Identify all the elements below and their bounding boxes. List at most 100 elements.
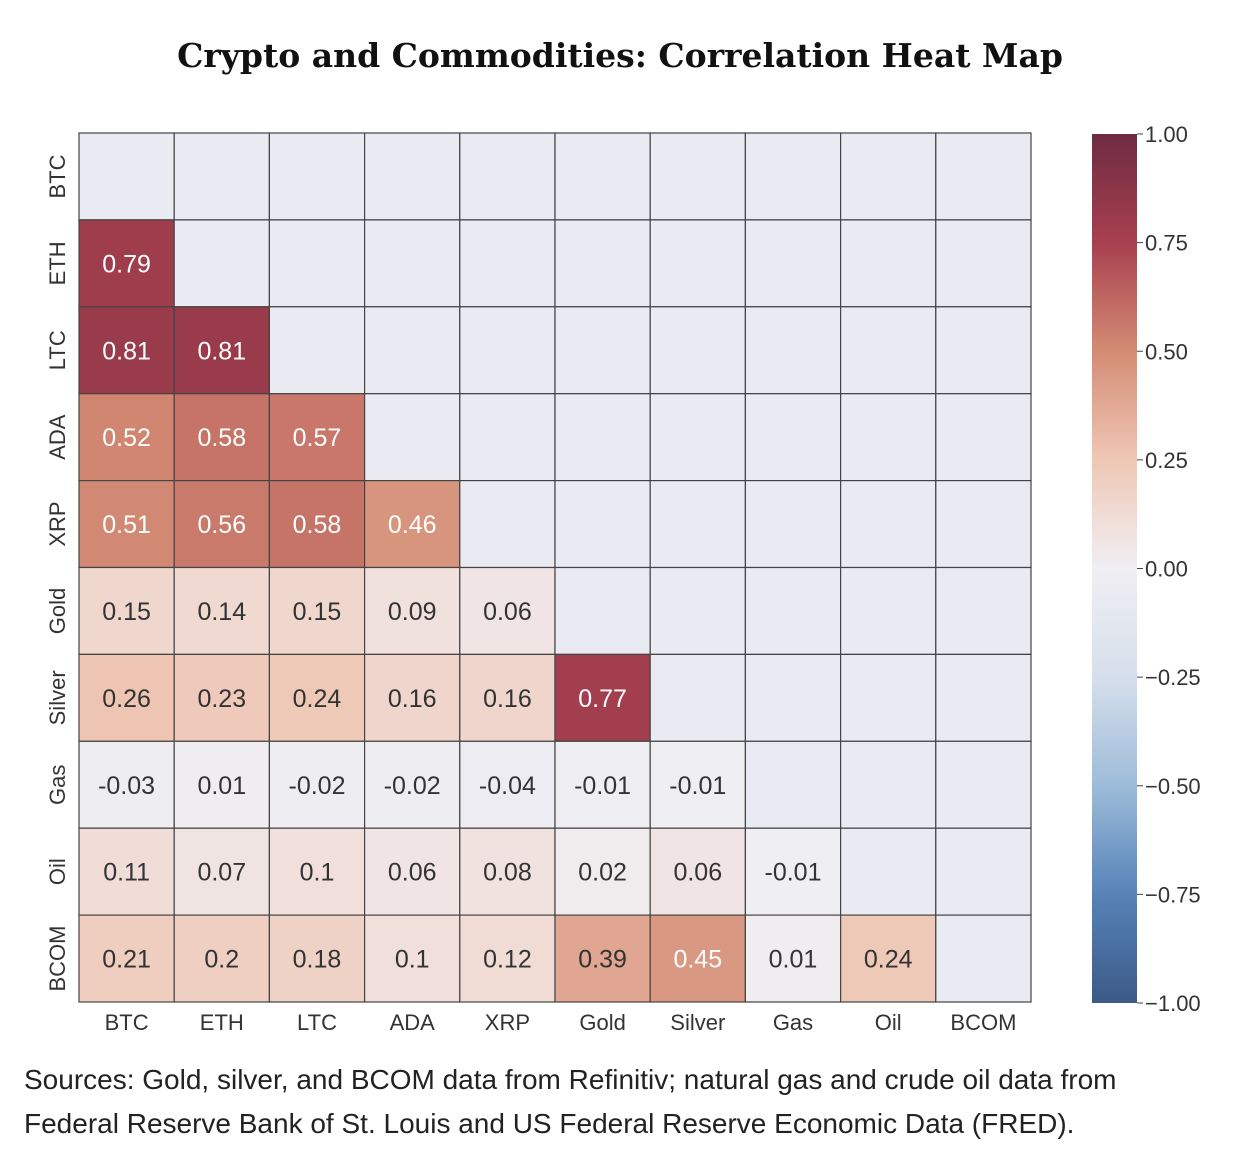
heatmap-cell <box>78 219 175 308</box>
cell-value-label: 0.01 <box>769 946 818 974</box>
masked-cell <box>554 132 651 221</box>
heatmap-cell <box>364 653 461 742</box>
cell-value-label: 0.77 <box>578 685 627 713</box>
cell-value-label: 0.2 <box>204 946 239 974</box>
masked-cell <box>649 132 747 221</box>
masked-cell <box>935 914 1032 1003</box>
x-tick-label: ETH <box>200 1010 244 1035</box>
heatmap-cell <box>459 914 556 1003</box>
y-tick-label: Silver <box>45 670 70 725</box>
cell-value-label: 0.57 <box>293 424 342 452</box>
y-tick-label: ADA <box>45 414 70 460</box>
heatmap-cell <box>173 653 270 742</box>
cell-value-label: 0.02 <box>578 859 627 887</box>
heatmap-cell <box>268 827 366 916</box>
heatmap-cell <box>173 740 270 829</box>
cell-value-label: 0.14 <box>197 598 246 626</box>
heatmap-cell <box>173 914 270 1003</box>
masked-cell <box>744 480 842 569</box>
masked-cell <box>935 132 1032 221</box>
masked-cell <box>839 306 937 395</box>
cell-value-label: 0.1 <box>300 859 335 887</box>
heatmap-cell <box>744 914 842 1003</box>
y-tick-label: LTC <box>45 330 70 370</box>
masked-cell <box>839 480 937 569</box>
cell-value-label: 0.15 <box>102 598 151 626</box>
sources-line-2: Federal Reserve Bank of St. Louis and US… <box>24 1108 1075 1139</box>
heatmap-cell <box>268 740 366 829</box>
cell-value-label: 0.09 <box>388 598 437 626</box>
masked-cell <box>173 219 270 308</box>
cell-value-label: -0.04 <box>479 772 536 800</box>
y-tick-label: BTC <box>45 154 70 198</box>
heatmap-cell <box>78 653 175 742</box>
cell-value-label: 0.18 <box>293 946 342 974</box>
masked-cell <box>364 306 461 395</box>
heatmap-cell <box>744 827 842 916</box>
x-tick-label: Gold <box>579 1010 625 1035</box>
colorbar-tick-label: 0.00 <box>1145 557 1188 582</box>
masked-cell <box>744 566 842 656</box>
masked-cell <box>554 393 651 482</box>
heatmap-cell <box>839 914 937 1003</box>
heatmap-cell <box>364 566 461 656</box>
masked-cell <box>364 393 461 482</box>
cell-value-label: -0.02 <box>384 772 441 800</box>
cell-value-label: -0.01 <box>574 772 631 800</box>
heatmap-cell <box>173 306 270 395</box>
masked-cell <box>839 653 937 742</box>
heatmap-cell <box>173 566 270 656</box>
masked-cell <box>935 219 1032 308</box>
y-tick-label: Gas <box>45 765 70 805</box>
masked-cell <box>935 306 1032 395</box>
masked-cell <box>649 566 747 656</box>
cell-value-label: 0.39 <box>578 946 627 974</box>
masked-cell <box>839 132 937 221</box>
masked-cell <box>744 219 842 308</box>
colorbar-tick-label: 0.25 <box>1145 448 1188 473</box>
heatmap-cell <box>78 480 175 569</box>
masked-cell <box>268 306 366 395</box>
cell-value-label: 0.1 <box>395 946 430 974</box>
cell-value-label: 0.01 <box>197 772 246 800</box>
masked-cell <box>649 306 747 395</box>
masked-cell <box>459 219 556 308</box>
x-tick-label: Oil <box>875 1010 902 1035</box>
heatmap-cell <box>364 740 461 829</box>
y-tick-label: Gold <box>45 588 70 634</box>
cell-value-label: 0.06 <box>483 598 532 626</box>
cell-value-label: 0.58 <box>197 424 246 452</box>
cell-value-label: 0.15 <box>293 598 342 626</box>
colorbar-tick-label: 1.00 <box>1145 122 1188 147</box>
x-tick-label: XRP <box>485 1010 530 1035</box>
masked-cell <box>839 566 937 656</box>
cell-value-label: 0.07 <box>197 859 246 887</box>
masked-cell <box>554 219 651 308</box>
cell-value-label: 0.21 <box>102 946 151 974</box>
masked-cell <box>744 653 842 742</box>
masked-cell <box>364 132 461 221</box>
x-tick-label: Silver <box>670 1010 725 1035</box>
cell-value-label: 0.16 <box>388 685 437 713</box>
y-tick-label: Oil <box>45 858 70 885</box>
masked-cell <box>268 132 366 221</box>
cell-value-label: 0.56 <box>197 511 246 539</box>
masked-cell <box>839 740 937 829</box>
heatmap-cell <box>554 653 651 742</box>
masked-cell <box>744 740 842 829</box>
heatmap-cell <box>554 914 651 1003</box>
heatmap-cell <box>78 306 175 395</box>
heatmap-cell <box>459 740 556 829</box>
heatmap-cell <box>173 827 270 916</box>
colorbar-tick-label: 0.50 <box>1145 339 1188 364</box>
colorbar-tick-label: −0.75 <box>1145 882 1201 907</box>
masked-cell <box>459 306 556 395</box>
heatmap-cell <box>268 566 366 656</box>
masked-cell <box>839 827 937 916</box>
heatmap-cell <box>78 740 175 829</box>
cell-value-label: 0.23 <box>197 685 246 713</box>
x-tick-label: LTC <box>297 1010 337 1035</box>
cell-value-label: 0.81 <box>197 337 246 365</box>
heatmap-cell <box>268 480 366 569</box>
